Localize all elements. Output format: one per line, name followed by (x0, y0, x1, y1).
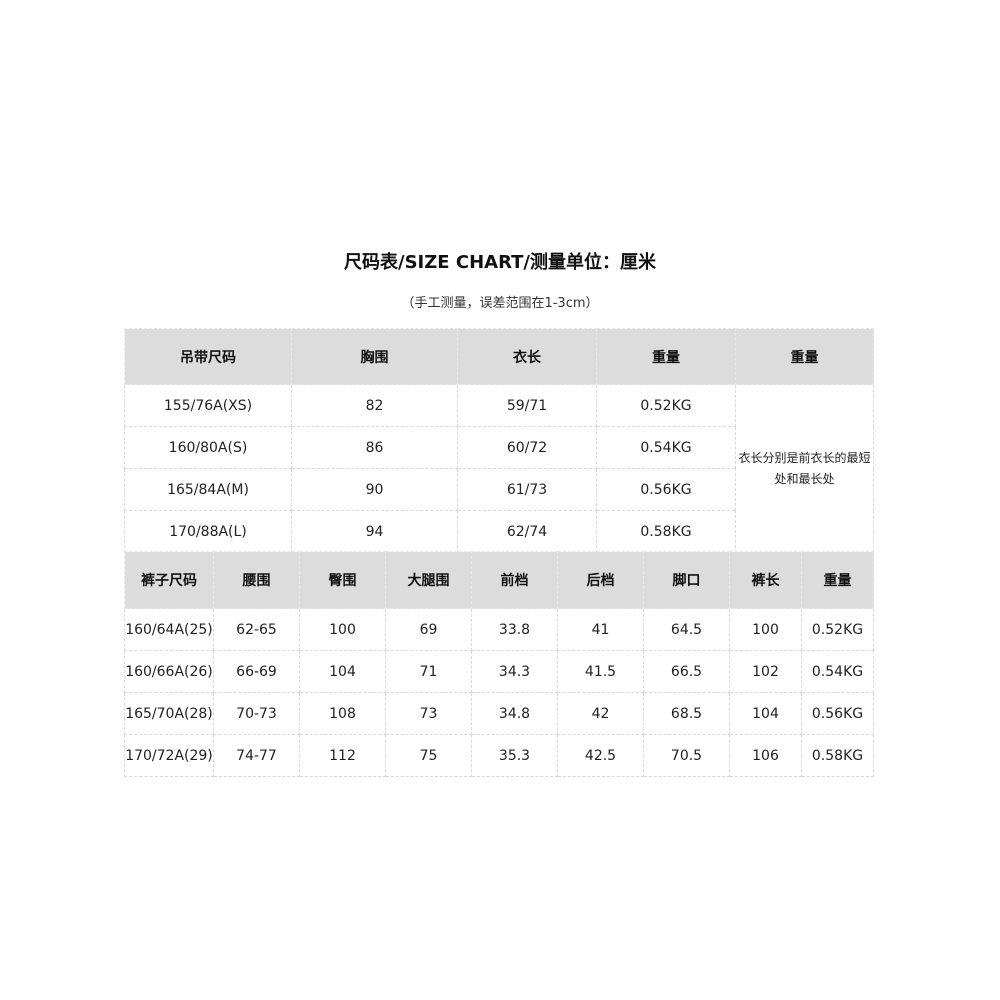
table-row: 165/70A(28) 70-73 108 73 34.8 42 68.5 104 0.56KG (124, 692, 874, 735)
column-header: 臀围 (299, 551, 386, 609)
table-cell: 0.56KG (596, 468, 736, 511)
column-header: 胸围 (291, 328, 458, 385)
table-cell: 64.5 (643, 608, 730, 651)
table-cell: 170/88A(L) (124, 510, 292, 553)
table-row: 170/72A(29) 74-77 112 75 35.3 42.5 70.5 106 0.58… (124, 734, 874, 777)
table-cell: 160/64A(25) (124, 608, 214, 651)
column-header: 重量 (596, 328, 736, 385)
table-cell: 35.3 (471, 734, 558, 777)
table-cell: 62-65 (213, 608, 300, 651)
table-cell: 41 (557, 608, 644, 651)
bottom-size-table: 裤子尺码 腰围 臀围 大腿围 前档 后档 脚口 裤长 重量 160/64A(25) 62-65 10… (124, 551, 874, 777)
note-cell: 衣长分别是前衣长的最短处和最长处 (735, 384, 874, 553)
column-header: 重量 (801, 551, 874, 609)
table-cell: 42.5 (557, 734, 644, 777)
column-header: 重量 (735, 328, 874, 385)
table-cell: 112 (299, 734, 386, 777)
table-cell: 165/70A(28) (124, 692, 214, 735)
table-cell: 73 (385, 692, 472, 735)
table-row: 160/66A(26) 66-69 104 71 34.3 41.5 66.5 102 0.54… (124, 650, 874, 693)
table-cell: 94 (291, 510, 458, 553)
table-cell: 160/80A(S) (124, 426, 292, 469)
table-cell: 66-69 (213, 650, 300, 693)
page-title: 尺码表/SIZE CHART/测量单位：厘米 (344, 252, 656, 273)
table-row: 160/80A(S) 86 60/72 0.54KG (124, 426, 874, 469)
column-header: 大腿围 (385, 551, 472, 609)
table-cell: 104 (729, 692, 802, 735)
column-header: 腰围 (213, 551, 300, 609)
table-cell: 71 (385, 650, 472, 693)
table-cell: 68.5 (643, 692, 730, 735)
table-cell: 108 (299, 692, 386, 735)
table-row: 160/64A(25) 62-65 100 69 33.8 41 64.5 100 0.52KG (124, 608, 874, 651)
table-cell: 70.5 (643, 734, 730, 777)
table-row: 165/84A(M) 90 61/73 0.56KG (124, 468, 874, 511)
table-cell: 62/74 (457, 510, 597, 553)
column-header: 吊带尺码 (124, 328, 292, 385)
table-cell: 34.3 (471, 650, 558, 693)
table-cell: 75 (385, 734, 472, 777)
table-cell: 155/76A(XS) (124, 384, 292, 427)
column-header: 后档 (557, 551, 644, 609)
table-row: 155/76A(XS) 82 59/71 0.52KG 衣长分别是前衣长的最短处和最长处 (124, 384, 874, 553)
table-cell: 61/73 (457, 468, 597, 511)
table-cell: 0.52KG (596, 384, 736, 427)
table-cell: 102 (729, 650, 802, 693)
table-row: 170/88A(L) 94 62/74 0.58KG (124, 510, 874, 553)
table-cell: 160/66A(26) (124, 650, 214, 693)
table-cell: 41.5 (557, 650, 644, 693)
table-cell: 82 (291, 384, 458, 427)
table-cell: 100 (729, 608, 802, 651)
table-cell: 0.58KG (801, 734, 874, 777)
column-header: 裤长 (729, 551, 802, 609)
table-cell: 100 (299, 608, 386, 651)
table-cell: 90 (291, 468, 458, 511)
column-header: 脚口 (643, 551, 730, 609)
table-cell: 69 (385, 608, 472, 651)
table-cell: 59/71 (457, 384, 597, 427)
table-cell: 86 (291, 426, 458, 469)
table-cell: 34.8 (471, 692, 558, 735)
page-subtitle: （手工测量，误差范围在1-3cm） (401, 296, 599, 311)
column-header: 裤子尺码 (124, 551, 214, 609)
table-cell: 66.5 (643, 650, 730, 693)
table-cell: 0.58KG (596, 510, 736, 553)
table-cell: 0.54KG (596, 426, 736, 469)
table-cell: 33.8 (471, 608, 558, 651)
table-cell: 104 (299, 650, 386, 693)
table-cell: 60/72 (457, 426, 597, 469)
column-header: 衣长 (457, 328, 597, 385)
table-cell: 42 (557, 692, 644, 735)
top-size-table: 吊带尺码 胸围 衣长 重量 重量 155/76A(XS) 82 59/71 0.52KG 衣长分… (124, 328, 874, 553)
table-cell: 0.56KG (801, 692, 874, 735)
column-header: 前档 (471, 551, 558, 609)
table-cell: 0.52KG (801, 608, 874, 651)
table-cell: 74-77 (213, 734, 300, 777)
table-cell: 70-73 (213, 692, 300, 735)
table-cell: 170/72A(29) (124, 734, 214, 777)
table-cell: 0.54KG (801, 650, 874, 693)
table-cell: 106 (729, 734, 802, 777)
table-cell: 165/84A(M) (124, 468, 292, 511)
